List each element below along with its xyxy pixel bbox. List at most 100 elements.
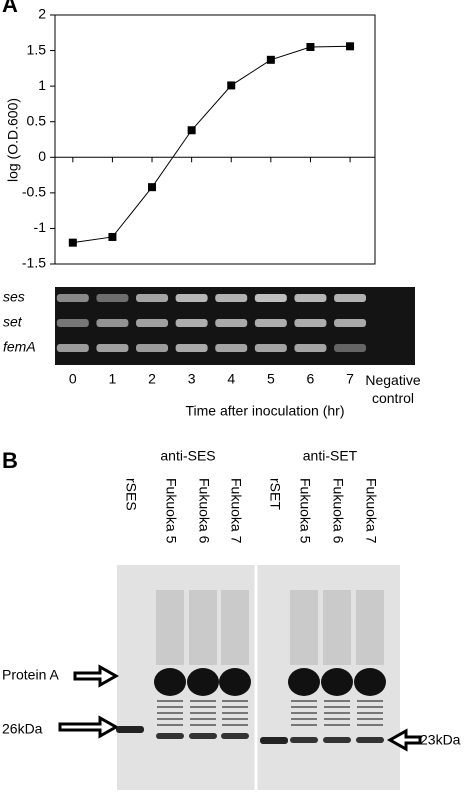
- point-marker: [227, 81, 236, 90]
- point-marker: [306, 43, 315, 52]
- blot-band: [288, 668, 320, 696]
- blot-smear: [222, 706, 248, 708]
- gel-band: [136, 319, 169, 327]
- negative-control-label: Negative control: [365, 372, 421, 406]
- blot-smear: [291, 712, 317, 714]
- blot-smear: [324, 700, 350, 702]
- point-marker: [108, 232, 117, 241]
- gel-band: [175, 294, 208, 302]
- arrow: [386, 728, 422, 752]
- gel-band: [136, 344, 169, 352]
- gel-row-label: set: [3, 314, 23, 330]
- blot-smear: [324, 724, 350, 726]
- blot-smear: [221, 590, 249, 665]
- x-tick-label: 4: [227, 371, 235, 387]
- x-tick-label: 7: [346, 371, 354, 387]
- point-marker: [346, 42, 355, 51]
- gel-band: [56, 319, 89, 327]
- gel-row-label: ses: [3, 289, 25, 305]
- gel-band: [175, 319, 208, 327]
- x-tick-label: 3: [188, 371, 196, 387]
- blot-band: [154, 668, 186, 696]
- blot-smear: [357, 712, 383, 714]
- panel-label: A: [2, 0, 18, 17]
- blot-smear: [222, 724, 248, 726]
- y-tick-label: 2: [38, 6, 46, 22]
- lane-label: Fukuoka 6: [330, 478, 346, 544]
- gel-band: [56, 294, 89, 302]
- blot-band: [321, 668, 353, 696]
- gel-band: [334, 344, 367, 352]
- blot-smear: [356, 590, 384, 665]
- gel-band: [334, 294, 367, 302]
- lane-label: Fukuoka 5: [297, 478, 313, 544]
- blot-smear: [157, 712, 183, 714]
- x-tick-label: 6: [307, 371, 315, 387]
- x-tick-label: 1: [109, 371, 117, 387]
- gel-band: [294, 319, 327, 327]
- arrow: [73, 664, 120, 688]
- gel-band: [215, 319, 248, 327]
- y-tick-label: -1: [34, 219, 47, 235]
- point-marker: [187, 126, 196, 135]
- blot-smear: [291, 718, 317, 720]
- blot-smear: [324, 712, 350, 714]
- blot-smear: [190, 718, 216, 720]
- blot-smear: [157, 700, 183, 702]
- blot-band: [187, 668, 219, 696]
- lane-label: Fukuoka 7: [363, 478, 379, 544]
- blot-smear: [157, 706, 183, 708]
- gel-band: [96, 344, 129, 352]
- gel-band: [334, 319, 367, 327]
- blot-smear: [324, 718, 350, 720]
- blot-band: [219, 668, 251, 696]
- x-tick-label: 5: [267, 371, 275, 387]
- y-tick-label: -0.5: [22, 184, 46, 200]
- blot-smear: [324, 706, 350, 708]
- point-marker: [148, 183, 157, 192]
- y-tick-label: 0.5: [27, 112, 47, 128]
- y-tick-label: 1.5: [27, 41, 47, 57]
- blot-smear: [357, 718, 383, 720]
- y-tick-label: 1: [38, 77, 46, 93]
- blot-smear: [222, 700, 248, 702]
- panel-label: B: [2, 448, 18, 473]
- arrow: [58, 715, 120, 739]
- plot-frame: [54, 14, 376, 265]
- blot-smear: [157, 718, 183, 720]
- gel-band: [215, 344, 248, 352]
- gel-band: [96, 294, 129, 302]
- blot-smear: [190, 700, 216, 702]
- blot-smear: [291, 700, 317, 702]
- gel-row-label: femA: [3, 339, 36, 355]
- x-axis-label: Time after inoculation (hr): [186, 403, 345, 419]
- gel-band: [254, 319, 287, 327]
- blot-band: [189, 733, 217, 739]
- lane-label: Fukuoka 5: [163, 478, 179, 544]
- blot-smear: [357, 700, 383, 702]
- blot-smear: [190, 724, 216, 726]
- point-marker: [68, 238, 77, 247]
- gel-band: [136, 294, 169, 302]
- blot-smear: [190, 712, 216, 714]
- blot-band: [116, 726, 144, 733]
- group-label: anti-SES: [160, 448, 215, 464]
- gel-band: [254, 344, 287, 352]
- x-tick-label: 0: [69, 371, 77, 387]
- blot-band: [354, 668, 386, 696]
- blot-band: [323, 737, 351, 743]
- blot-band: [156, 733, 184, 739]
- point-marker: [266, 55, 275, 64]
- gel-band: [96, 319, 129, 327]
- y-tick-label: -1.5: [22, 255, 46, 271]
- gel-band: [294, 344, 327, 352]
- blot-band: [221, 733, 249, 739]
- y-axis-label: log (O.D.600): [5, 98, 21, 182]
- lane-label: rSET: [267, 478, 283, 510]
- blot-smear: [190, 706, 216, 708]
- blot-smear: [222, 712, 248, 714]
- gel-band: [56, 344, 89, 352]
- lane-label: Fukuoka 6: [196, 478, 212, 544]
